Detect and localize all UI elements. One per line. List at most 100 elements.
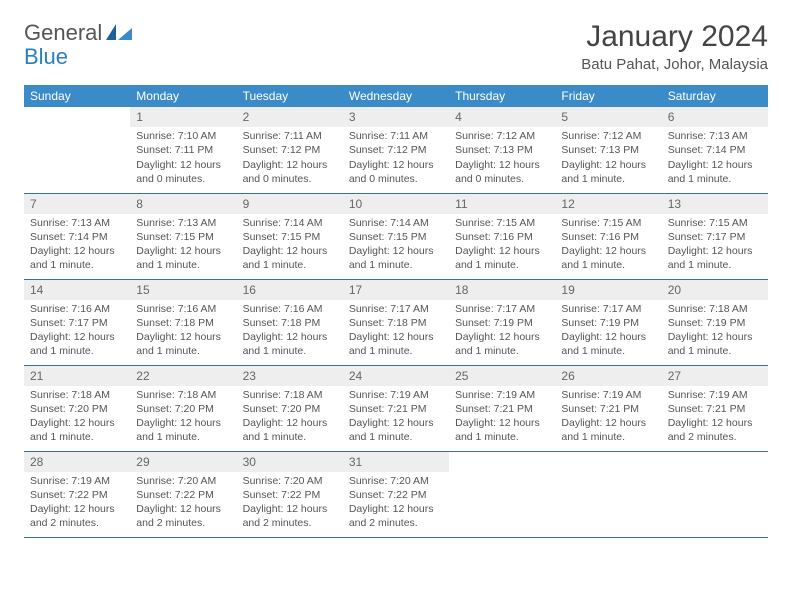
day-number: 5 <box>555 107 661 127</box>
sunset-line: Sunset: 7:12 PM <box>349 143 443 157</box>
sunrise-line: Sunrise: 7:15 AM <box>668 216 762 230</box>
day-cell: 3Sunrise: 7:11 AMSunset: 7:12 PMDaylight… <box>343 107 449 193</box>
daylight-line: Daylight: 12 hours and 1 minute. <box>136 330 230 358</box>
day-number: 31 <box>343 452 449 472</box>
day-info: Sunrise: 7:16 AMSunset: 7:18 PMDaylight:… <box>130 300 236 363</box>
day-number: 26 <box>555 366 661 386</box>
sunset-line: Sunset: 7:21 PM <box>668 402 762 416</box>
sunset-line: Sunset: 7:22 PM <box>30 488 124 502</box>
weekday-header: Thursday <box>449 85 555 107</box>
daylight-line: Daylight: 12 hours and 1 minute. <box>243 416 337 444</box>
day-cell: 27Sunrise: 7:19 AMSunset: 7:21 PMDayligh… <box>662 365 768 451</box>
weekday-header: Sunday <box>24 85 130 107</box>
sunrise-line: Sunrise: 7:14 AM <box>349 216 443 230</box>
empty-cell <box>449 451 555 537</box>
daylight-line: Daylight: 12 hours and 0 minutes. <box>136 158 230 186</box>
day-number: 11 <box>449 194 555 214</box>
day-number: 16 <box>237 280 343 300</box>
day-cell: 28Sunrise: 7:19 AMSunset: 7:22 PMDayligh… <box>24 451 130 537</box>
daylight-line: Daylight: 12 hours and 1 minute. <box>668 330 762 358</box>
daylight-line: Daylight: 12 hours and 1 minute. <box>455 330 549 358</box>
day-info: Sunrise: 7:12 AMSunset: 7:13 PMDaylight:… <box>555 127 661 190</box>
day-cell: 12Sunrise: 7:15 AMSunset: 7:16 PMDayligh… <box>555 193 661 279</box>
sunset-line: Sunset: 7:21 PM <box>349 402 443 416</box>
empty-cell <box>24 107 130 193</box>
sunrise-line: Sunrise: 7:16 AM <box>30 302 124 316</box>
day-info: Sunrise: 7:15 AMSunset: 7:17 PMDaylight:… <box>662 214 768 277</box>
sunrise-line: Sunrise: 7:19 AM <box>455 388 549 402</box>
daylight-line: Daylight: 12 hours and 0 minutes. <box>243 158 337 186</box>
sunrise-line: Sunrise: 7:16 AM <box>243 302 337 316</box>
day-number: 27 <box>662 366 768 386</box>
day-info: Sunrise: 7:19 AMSunset: 7:22 PMDaylight:… <box>24 472 130 535</box>
sunrise-line: Sunrise: 7:20 AM <box>136 474 230 488</box>
title-block: January 2024 Batu Pahat, Johor, Malaysia <box>581 20 768 73</box>
sunrise-line: Sunrise: 7:15 AM <box>455 216 549 230</box>
sunset-line: Sunset: 7:19 PM <box>455 316 549 330</box>
day-cell: 31Sunrise: 7:20 AMSunset: 7:22 PMDayligh… <box>343 451 449 537</box>
sunrise-line: Sunrise: 7:13 AM <box>30 216 124 230</box>
day-number: 14 <box>24 280 130 300</box>
sunrise-line: Sunrise: 7:18 AM <box>136 388 230 402</box>
sunset-line: Sunset: 7:22 PM <box>243 488 337 502</box>
day-number: 17 <box>343 280 449 300</box>
day-info: Sunrise: 7:18 AMSunset: 7:20 PMDaylight:… <box>130 386 236 449</box>
daylight-line: Daylight: 12 hours and 1 minute. <box>349 330 443 358</box>
daylight-line: Daylight: 12 hours and 1 minute. <box>668 158 762 186</box>
day-number: 22 <box>130 366 236 386</box>
day-number: 21 <box>24 366 130 386</box>
weekday-header: Tuesday <box>237 85 343 107</box>
day-cell: 4Sunrise: 7:12 AMSunset: 7:13 PMDaylight… <box>449 107 555 193</box>
sunrise-line: Sunrise: 7:17 AM <box>561 302 655 316</box>
day-info: Sunrise: 7:11 AMSunset: 7:12 PMDaylight:… <box>343 127 449 190</box>
brand-part2: Blue <box>24 44 68 70</box>
day-number: 19 <box>555 280 661 300</box>
day-info: Sunrise: 7:13 AMSunset: 7:14 PMDaylight:… <box>662 127 768 190</box>
daylight-line: Daylight: 12 hours and 1 minute. <box>561 244 655 272</box>
day-cell: 25Sunrise: 7:19 AMSunset: 7:21 PMDayligh… <box>449 365 555 451</box>
sunrise-line: Sunrise: 7:19 AM <box>349 388 443 402</box>
day-cell: 29Sunrise: 7:20 AMSunset: 7:22 PMDayligh… <box>130 451 236 537</box>
daylight-line: Daylight: 12 hours and 0 minutes. <box>455 158 549 186</box>
day-info: Sunrise: 7:19 AMSunset: 7:21 PMDaylight:… <box>449 386 555 449</box>
sunset-line: Sunset: 7:16 PM <box>455 230 549 244</box>
sunset-line: Sunset: 7:20 PM <box>30 402 124 416</box>
weekday-header: Friday <box>555 85 661 107</box>
sunrise-line: Sunrise: 7:18 AM <box>243 388 337 402</box>
day-number: 23 <box>237 366 343 386</box>
day-number: 10 <box>343 194 449 214</box>
location: Batu Pahat, Johor, Malaysia <box>581 56 768 73</box>
empty-cell <box>662 451 768 537</box>
day-info: Sunrise: 7:13 AMSunset: 7:14 PMDaylight:… <box>24 214 130 277</box>
day-info: Sunrise: 7:17 AMSunset: 7:19 PMDaylight:… <box>555 300 661 363</box>
day-cell: 21Sunrise: 7:18 AMSunset: 7:20 PMDayligh… <box>24 365 130 451</box>
sunrise-line: Sunrise: 7:20 AM <box>243 474 337 488</box>
sunset-line: Sunset: 7:12 PM <box>243 143 337 157</box>
sunrise-line: Sunrise: 7:18 AM <box>668 302 762 316</box>
day-cell: 16Sunrise: 7:16 AMSunset: 7:18 PMDayligh… <box>237 279 343 365</box>
weekday-header: Saturday <box>662 85 768 107</box>
sunset-line: Sunset: 7:17 PM <box>668 230 762 244</box>
day-cell: 23Sunrise: 7:18 AMSunset: 7:20 PMDayligh… <box>237 365 343 451</box>
sunrise-line: Sunrise: 7:13 AM <box>668 129 762 143</box>
day-info: Sunrise: 7:20 AMSunset: 7:22 PMDaylight:… <box>237 472 343 535</box>
sunset-line: Sunset: 7:13 PM <box>561 143 655 157</box>
sunrise-line: Sunrise: 7:19 AM <box>561 388 655 402</box>
sunset-line: Sunset: 7:18 PM <box>349 316 443 330</box>
daylight-line: Daylight: 12 hours and 1 minute. <box>136 416 230 444</box>
day-info: Sunrise: 7:17 AMSunset: 7:19 PMDaylight:… <box>449 300 555 363</box>
day-number: 29 <box>130 452 236 472</box>
sunset-line: Sunset: 7:13 PM <box>455 143 549 157</box>
day-cell: 6Sunrise: 7:13 AMSunset: 7:14 PMDaylight… <box>662 107 768 193</box>
sunrise-line: Sunrise: 7:10 AM <box>136 129 230 143</box>
day-info: Sunrise: 7:20 AMSunset: 7:22 PMDaylight:… <box>343 472 449 535</box>
day-cell: 19Sunrise: 7:17 AMSunset: 7:19 PMDayligh… <box>555 279 661 365</box>
day-info: Sunrise: 7:19 AMSunset: 7:21 PMDaylight:… <box>662 386 768 449</box>
day-cell: 5Sunrise: 7:12 AMSunset: 7:13 PMDaylight… <box>555 107 661 193</box>
daylight-line: Daylight: 12 hours and 1 minute. <box>243 330 337 358</box>
day-info: Sunrise: 7:18 AMSunset: 7:20 PMDaylight:… <box>237 386 343 449</box>
day-number: 12 <box>555 194 661 214</box>
sunset-line: Sunset: 7:20 PM <box>243 402 337 416</box>
sunrise-line: Sunrise: 7:13 AM <box>136 216 230 230</box>
day-cell: 24Sunrise: 7:19 AMSunset: 7:21 PMDayligh… <box>343 365 449 451</box>
